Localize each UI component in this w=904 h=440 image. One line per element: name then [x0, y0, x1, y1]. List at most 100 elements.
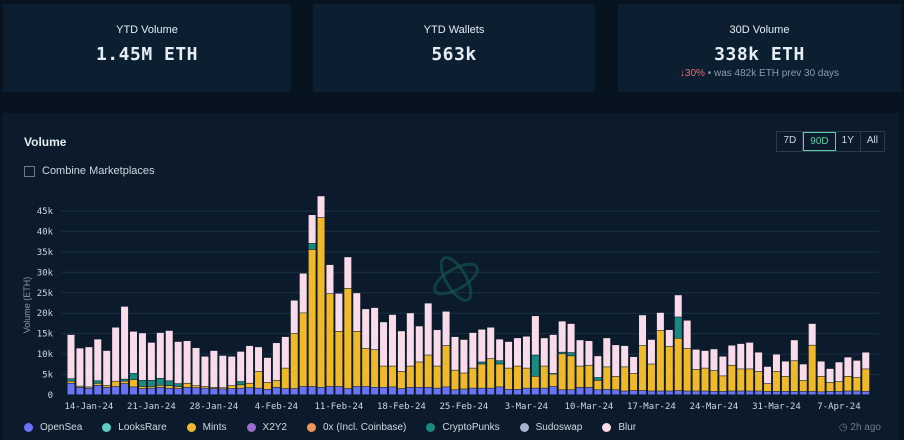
legend-dot-icon [102, 423, 112, 432]
legend-item[interactable]: Mints [186, 422, 227, 433]
bar-segment-blur [844, 357, 852, 376]
bar-segment-opensea [406, 387, 414, 395]
bar-segment-blur [380, 322, 388, 366]
clock-icon: ◷ [838, 422, 848, 433]
combine-marketplaces-checkbox[interactable]: Combine Marketplaces [24, 165, 155, 177]
bar-segment-mints [76, 386, 84, 388]
bar-segment-opensea [165, 388, 173, 395]
bar-segment-opensea [585, 387, 593, 395]
bar-segment-opensea [701, 391, 709, 395]
bar-segment-mints [764, 383, 772, 392]
bar-segment-mints [549, 374, 557, 387]
bar-segment-blur [558, 321, 566, 352]
bar-segment-blur [263, 357, 271, 383]
bar-segment-opensea [290, 388, 298, 395]
range-90d-button[interactable]: 90D [803, 132, 836, 151]
bar-segment-blur [433, 329, 441, 366]
bar-segment-opensea [764, 391, 772, 395]
bar-segment-opensea [844, 391, 852, 395]
range-7d-button[interactable]: 7D [777, 132, 804, 151]
bar-segment-opensea [719, 391, 727, 395]
bar-segment-mints [442, 345, 450, 387]
bar-segment-mints [808, 345, 816, 392]
bar-segment-opensea [692, 391, 700, 395]
bar-segment-opensea [549, 386, 557, 395]
legend-dot-icon [602, 423, 612, 432]
bar-segment-blur [639, 315, 647, 346]
legend-label: OpenSea [40, 422, 83, 433]
bar-segment-blur [442, 311, 450, 346]
legend-item[interactable]: Sudoswap [519, 422, 583, 433]
bar-segment-mints [147, 386, 155, 388]
bar-segment-opensea [835, 391, 843, 395]
legend-item[interactable]: OpenSea [24, 422, 82, 433]
bar-segment-mints [281, 368, 289, 389]
bar-segment-opensea [326, 386, 334, 395]
bar-segment-opensea [603, 389, 611, 395]
bar-segment-mints [799, 380, 807, 392]
bar-segment-opensea [272, 387, 280, 395]
bar-segment-opensea [308, 386, 316, 395]
bar-segment-opensea [469, 388, 477, 395]
bar-segment-mints [496, 364, 504, 387]
bar-segment-cryptopunks [558, 352, 566, 354]
bar-segment-opensea [94, 385, 102, 395]
bar-segment-opensea [424, 387, 432, 395]
bar-segment-blur [308, 215, 316, 244]
bar-segment-blur [103, 350, 111, 385]
bar-segment-mints [326, 293, 334, 387]
bar-segment-blur [701, 350, 709, 368]
legend-item[interactable]: LooksRare [102, 422, 167, 433]
bar-segment-opensea [380, 387, 388, 395]
bar-segment-opensea [540, 388, 548, 395]
bar-segment-blur [862, 352, 870, 369]
bar-segment-mints [844, 376, 852, 391]
bar-segment-blur [692, 349, 700, 370]
arrow-down-icon: ↓ [679, 68, 685, 79]
range-1y-button[interactable]: 1Y [836, 132, 861, 151]
bar-segment-mints [487, 359, 495, 388]
card-value: 1.45M ETH [95, 44, 199, 65]
legend-item[interactable]: CryptoPunks [426, 422, 500, 433]
bar-segment-blur [272, 343, 280, 381]
bar-segment-blur [683, 320, 691, 349]
bar-segment-opensea [567, 390, 575, 395]
x-tick-label: 24-Mar-24 [690, 402, 739, 412]
bar-segment-opensea [576, 387, 584, 395]
x-tick-label: 11-Feb-24 [315, 402, 364, 412]
legend-item[interactable]: Blur [602, 422, 636, 433]
bar-segment-mints [621, 367, 629, 391]
bar-segment-opensea [594, 390, 602, 395]
panel-title: Volume [24, 135, 67, 149]
bar-segment-opensea [781, 391, 789, 395]
y-tick-label: 35k [37, 248, 54, 258]
bar-segment-blur [487, 327, 495, 359]
bar-segment-cryptopunks [138, 380, 146, 387]
bar-segment-cryptopunks [478, 362, 486, 364]
legend-dot-icon [307, 423, 316, 432]
bar-segment-cryptopunks [147, 380, 155, 387]
legend-label: Sudoswap [535, 422, 583, 433]
x-tick-label: 10-Mar-24 [565, 402, 614, 412]
bar-segment-opensea [201, 388, 209, 395]
bar-segment-blur [674, 295, 682, 317]
range-all-button[interactable]: All [866, 135, 878, 146]
bar-segment-blur [665, 329, 673, 347]
bar-segment-blur [174, 341, 182, 384]
bar-segment-mints [406, 366, 414, 388]
bar-segment-cryptopunks [130, 373, 138, 380]
bar-segment-mints [656, 330, 664, 391]
legend-item[interactable]: X2Y2 [246, 422, 287, 433]
legend-item[interactable]: 0x (Incl. Coinbase) [307, 422, 406, 433]
bar-segment-mints [210, 387, 218, 389]
y-tick-label: 20k [37, 309, 54, 319]
bar-segment-opensea [514, 389, 521, 395]
bar-segment-opensea [237, 388, 245, 395]
bar-segment-blur [594, 356, 602, 378]
checkbox-icon[interactable] [24, 165, 35, 177]
bar-segment-opensea [630, 390, 638, 395]
bar-segment-opensea [862, 391, 870, 395]
bar-segment-blur [835, 362, 843, 382]
bar-segment-mints [138, 386, 146, 389]
bar-segment-blur [210, 350, 218, 388]
